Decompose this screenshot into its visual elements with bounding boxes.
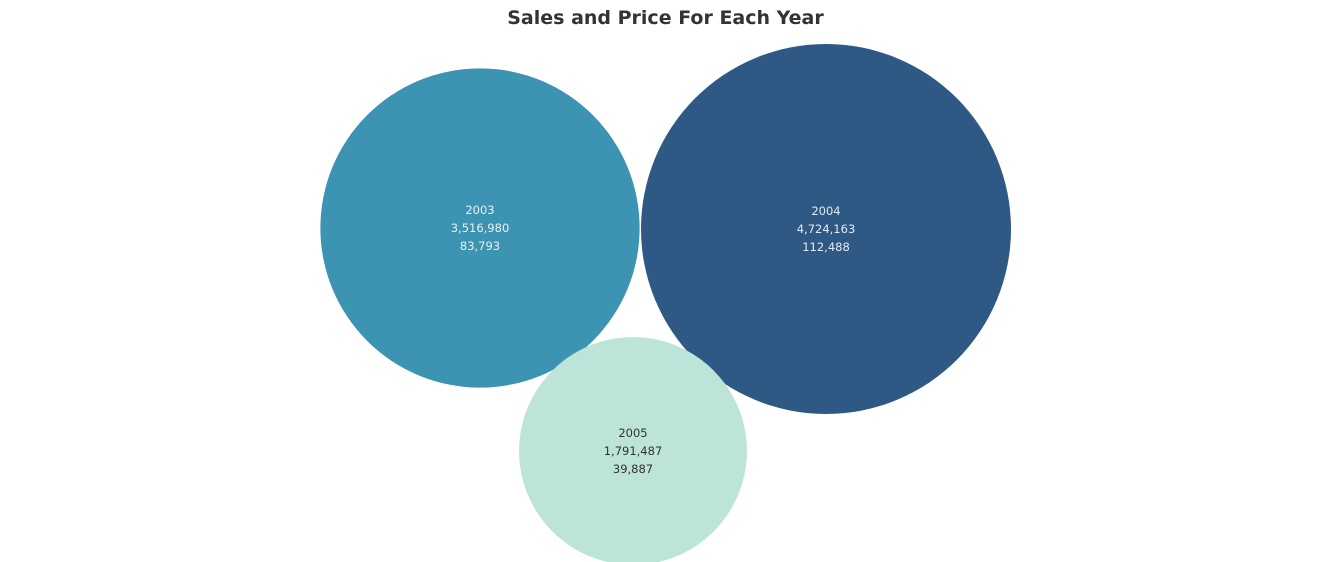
bubble-label-price: 83,793 — [460, 239, 500, 253]
bubble-label-year: 2005 — [618, 426, 647, 440]
bubble-label-price: 112,488 — [802, 240, 850, 254]
bubble-label-sales: 1,791,487 — [604, 444, 663, 458]
bubble-circle-2005[interactable] — [519, 337, 747, 562]
bubble-label-sales: 4,724,163 — [797, 222, 856, 236]
bubble-2003[interactable]: 2003 3,516,980 83,793 — [320, 68, 640, 388]
bubble-label-year: 2003 — [465, 203, 494, 217]
bubble-label-year: 2004 — [811, 204, 840, 218]
bubble-label-sales: 3,516,980 — [451, 221, 510, 235]
chart-title: Sales and Price For Each Year — [507, 7, 824, 29]
bubble-label-price: 39,887 — [613, 462, 653, 476]
bubble-2005[interactable]: 2005 1,791,487 39,887 — [519, 337, 747, 562]
bubble-2004[interactable]: 2004 4,724,163 112,488 — [641, 44, 1011, 414]
bubble-circle-2004[interactable] — [641, 44, 1011, 414]
bubble-circle-2003[interactable] — [320, 68, 640, 388]
